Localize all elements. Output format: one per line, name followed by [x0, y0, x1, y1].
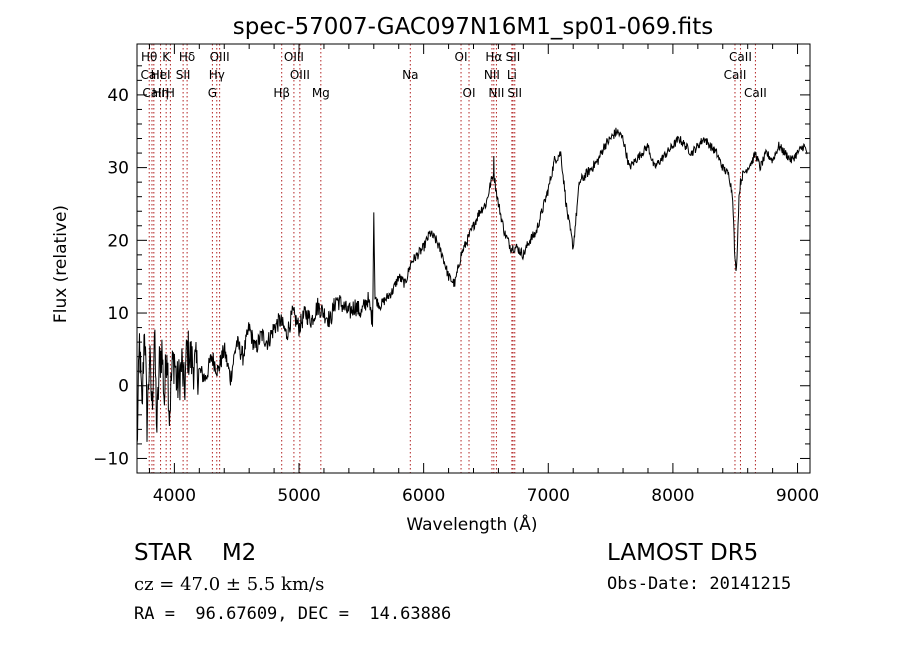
- line-marker-label: SII: [176, 68, 191, 82]
- y-tick-label: 10: [107, 304, 129, 324]
- plot-frame: [136, 43, 811, 474]
- line-marker-label: NII: [484, 68, 500, 82]
- x-tick-label: 6000: [402, 486, 445, 506]
- line-marker-label: HeI: [151, 68, 171, 82]
- survey-name: LAMOST DR5: [607, 540, 759, 566]
- coordinates: RA = 96.67609, DEC = 14.63886: [134, 604, 452, 624]
- line-marker-label: Hα: [485, 50, 502, 64]
- spectrum-line: [136, 127, 808, 444]
- x-tick-label: 8000: [651, 486, 694, 506]
- line-marker-label: K: [162, 50, 171, 64]
- line-marker-label: OIII: [210, 50, 230, 64]
- line-marker-label: CaII: [744, 86, 767, 100]
- line-marker-label: OIII: [284, 50, 304, 64]
- object-class: STAR M2: [134, 540, 257, 566]
- line-marker-label: CaII: [141, 68, 164, 82]
- x-tick-label: 4000: [153, 486, 196, 506]
- line-marker-label: SII: [507, 86, 522, 100]
- line-marker-label: CaII: [729, 50, 752, 64]
- x-axis-label: Wavelength (Å): [406, 513, 537, 535]
- y-tick-label: −10: [93, 449, 129, 469]
- x-axis: 4000 5000 6000 7000 8000 9000: [148, 44, 819, 506]
- y-tick-label: 0: [118, 377, 129, 397]
- x-tick-label: 9000: [776, 486, 819, 506]
- chart-title: spec-57007-GAC097N16M1_sp01-069.fits: [233, 14, 713, 40]
- line-marker-label: OIII: [290, 68, 310, 82]
- line-marker-label: Hη: [152, 86, 169, 100]
- y-tick-label: 30: [107, 159, 129, 179]
- line-marker-label: SII: [506, 50, 521, 64]
- line-marker-label: Mg: [312, 86, 330, 100]
- x-tick-label: 7000: [527, 486, 570, 506]
- redshift-info: cz = 47.0 ± 5.5 km/s: [134, 574, 325, 595]
- y-tick-label: 40: [107, 86, 129, 106]
- line-marker-label: Li: [507, 68, 517, 82]
- y-axis: −10 0 10 20 30 40: [93, 65, 810, 469]
- line-marker-label: H: [166, 86, 175, 100]
- line-marker-label: CaII: [142, 86, 165, 100]
- line-marker-label: Hγ: [209, 68, 225, 82]
- line-marker-label: NII: [488, 86, 504, 100]
- line-marker-label: G: [208, 86, 217, 100]
- y-axis-label: Flux (relative): [51, 205, 71, 323]
- line-marker-label: Na: [402, 68, 418, 82]
- x-tick-label: 5000: [277, 486, 320, 506]
- line-marker-label: Hθ: [141, 50, 157, 64]
- observation-date: Obs-Date: 20141215: [607, 574, 792, 594]
- line-markers: [148, 44, 756, 473]
- line-marker-label: CaII: [724, 68, 747, 82]
- line-marker-label: OI: [455, 50, 468, 64]
- y-tick-label: 20: [107, 231, 129, 251]
- line-marker-label: Hβ: [273, 86, 290, 100]
- line-marker-label: Hδ: [179, 50, 195, 64]
- line-marker-label: OI: [463, 86, 476, 100]
